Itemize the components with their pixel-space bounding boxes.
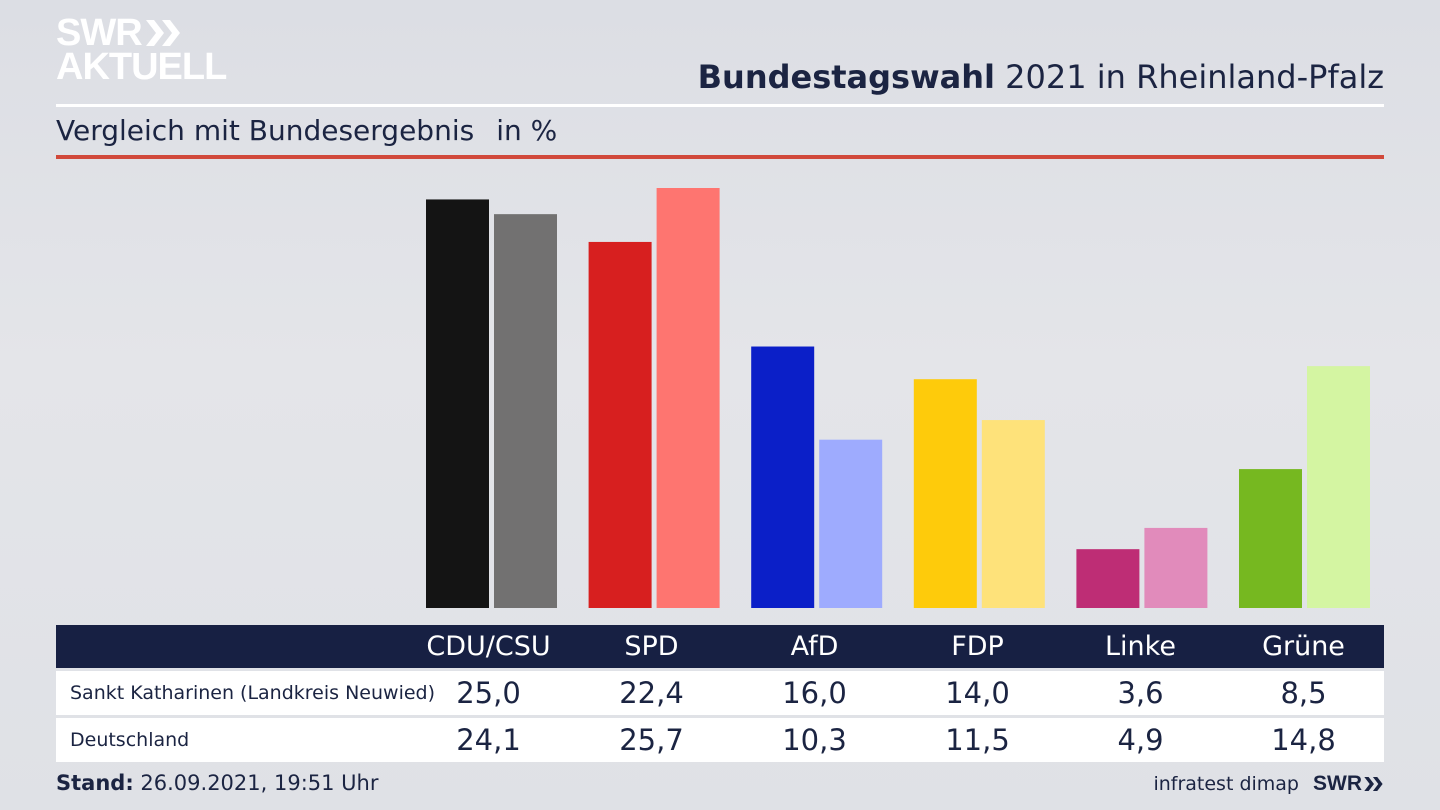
swr-aktuell-logo: SWR AKTUELL [56,12,227,88]
row-label-local: Sankt Katharinen (Landkreis Neuwied) [70,682,436,704]
bar-fdp-local [913,379,977,608]
source-credit: infratest dimap SWR [1153,772,1384,796]
chart-subtitle: Vergleich mit Bundesergebnis in % [56,114,557,147]
bar-gr-ne-local [1239,469,1302,608]
stand-value: 26.09.2021, 19:51 Uhr [133,771,379,795]
timestamp: Stand: 26.09.2021, 19:51 Uhr [56,771,379,795]
bar-linke-local [1076,549,1140,608]
bar-cdu-csu-national [494,214,557,608]
value-cell: 14,0 [945,676,1010,710]
bar-gr-ne-national [1307,366,1370,608]
value-cell: 14,8 [1271,723,1336,757]
bar-spd-local [588,241,652,608]
table-row: Sankt Katharinen (Landkreis Neuwied) 25,… [56,671,1384,715]
title-rest: 2021 in Rheinland-Pfalz [995,58,1384,96]
bar-spd-national [656,188,720,608]
footer-brand-text: SWR [1313,772,1362,795]
title-bold: Bundestagswahl [697,58,995,96]
row-label-national: Deutschland [70,729,190,751]
party-header: SPD [624,631,679,662]
value-cell: 8,5 [1280,676,1327,710]
party-header: Linke [1105,631,1176,662]
logo-aktuell-text: AKTUELL [56,46,227,88]
bar-chart [426,188,1370,608]
party-header: FDP [951,631,1004,662]
bar-linke-national [1144,527,1208,608]
bar-fdp-national [981,420,1045,608]
table-header-row: CDU/CSU SPD AfD FDP Linke Grüne [56,625,1384,668]
value-cell: 10,3 [782,723,847,757]
chart-title: Bundestagswahl 2021 in Rheinland-Pfalz [698,58,1384,96]
footer-chevrons-icon [1364,777,1383,791]
table-row: Deutschland 24,1 25,7 10,3 11,5 4,9 14,8 [56,718,1384,762]
bar-afd-national [819,439,883,608]
swr-footer-logo: SWR [1313,772,1384,796]
value-cell: 4,9 [1117,723,1164,757]
chevrons-icon [145,20,180,46]
party-header: AfD [790,631,839,662]
bar-cdu-csu-local [426,199,489,608]
value-cell: 24,1 [456,723,521,757]
logo-swr-text: SWR [56,12,143,54]
results-table: CDU/CSU SPD AfD FDP Linke Grüne Sankt Kathari… [56,625,1384,762]
value-cell: 25,7 [619,723,684,757]
title-divider [56,104,1384,107]
party-header: CDU/CSU [426,631,551,662]
subtitle-text: Vergleich mit Bundesergebnis [56,114,475,147]
value-cell: 25,0 [456,676,521,710]
stand-label: Stand: [56,771,134,795]
value-cell: 16,0 [782,676,847,710]
source-text: infratest dimap [1153,773,1299,795]
value-cell: 22,4 [619,676,684,710]
unit-text: in % [496,114,558,147]
value-cell: 11,5 [945,723,1010,757]
subtitle-divider [56,155,1384,159]
bar-afd-local [751,346,815,608]
party-header: Grüne [1262,631,1345,662]
value-cell: 3,6 [1117,676,1164,710]
